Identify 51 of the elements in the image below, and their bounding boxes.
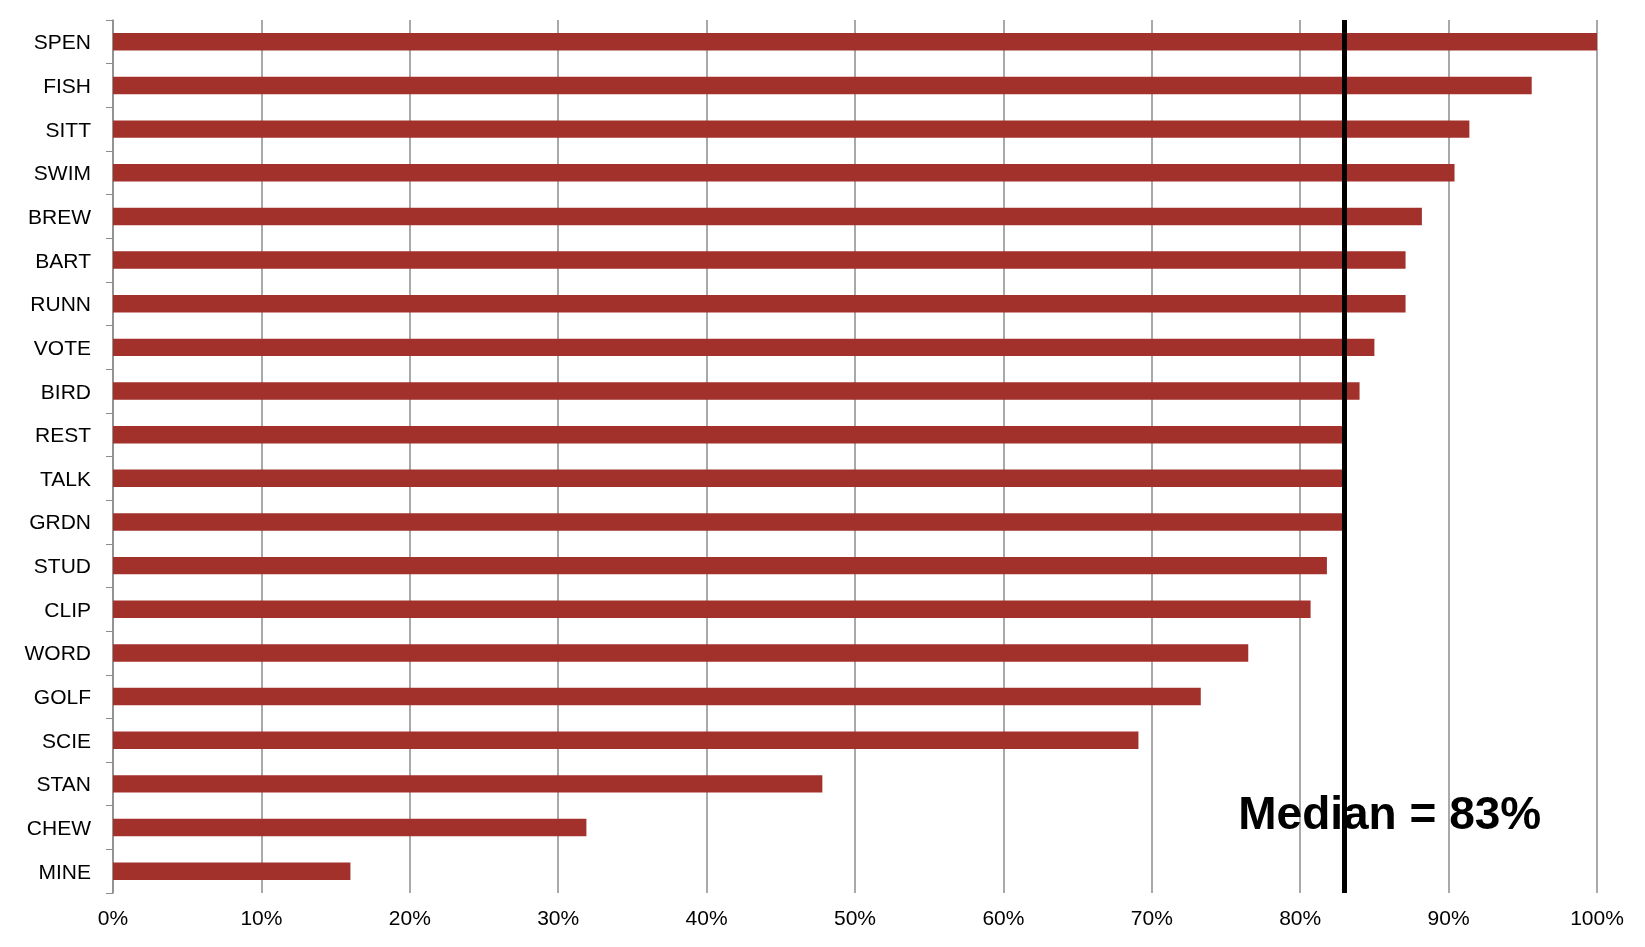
y-tick-label: STAN (36, 772, 91, 796)
bar (113, 775, 823, 793)
bar (113, 76, 1532, 95)
y-tick-label: SPEN (33, 30, 91, 54)
x-tick-label: 10% (240, 906, 283, 929)
x-tick-label: 80% (1279, 906, 1322, 929)
x-tick-label: 50% (833, 906, 877, 929)
y-tick-label: BIRD (40, 379, 91, 403)
bar (113, 295, 1406, 313)
bar (113, 382, 1360, 400)
bar (113, 120, 1470, 138)
y-tick-label: MINE (38, 859, 91, 883)
y-tick-label: BART (35, 248, 92, 272)
x-tick-label: 0% (97, 906, 129, 929)
bar (113, 600, 1311, 619)
x-tick-label: 70% (1130, 906, 1173, 929)
y-tick-label: FISH (43, 73, 91, 97)
y-tick-label: REST (34, 423, 92, 447)
y-tick-label: WORD (24, 641, 91, 665)
bar (113, 207, 1422, 226)
x-tick-label: 40% (685, 906, 728, 929)
bar (113, 33, 1597, 51)
y-tick-label: BREW (28, 204, 92, 228)
y-tick-label: STUD (33, 554, 91, 578)
bar (113, 469, 1344, 488)
bar (113, 731, 1139, 749)
bar (113, 818, 587, 837)
x-tick-label: 90% (1427, 906, 1470, 929)
y-tick-label: GRDN (29, 510, 91, 534)
bar (113, 687, 1201, 706)
bar (113, 556, 1327, 575)
y-tick-label: SWIM (33, 161, 91, 185)
y-tick-label: RUNN (30, 292, 91, 316)
bar (113, 644, 1249, 662)
x-tick-label: 60% (982, 906, 1025, 929)
y-tick-label: CLIP (44, 597, 91, 621)
y-tick-label: GOLF (33, 685, 91, 709)
bar (113, 425, 1344, 444)
bar (113, 862, 351, 880)
y-tick-label: SITT (45, 117, 92, 141)
y-tick-label: CHEW (26, 816, 92, 840)
x-tick-label: 20% (388, 906, 431, 929)
y-tick-label: SCIE (41, 728, 91, 752)
y-tick-label: VOTE (33, 335, 91, 359)
bar (113, 513, 1344, 531)
bar (113, 251, 1406, 269)
x-tick-label: 100% (1570, 906, 1624, 929)
x-tick-label: 30% (537, 906, 580, 929)
bar (113, 164, 1455, 182)
bar (113, 338, 1375, 357)
y-tick-label: TALK (40, 466, 91, 490)
